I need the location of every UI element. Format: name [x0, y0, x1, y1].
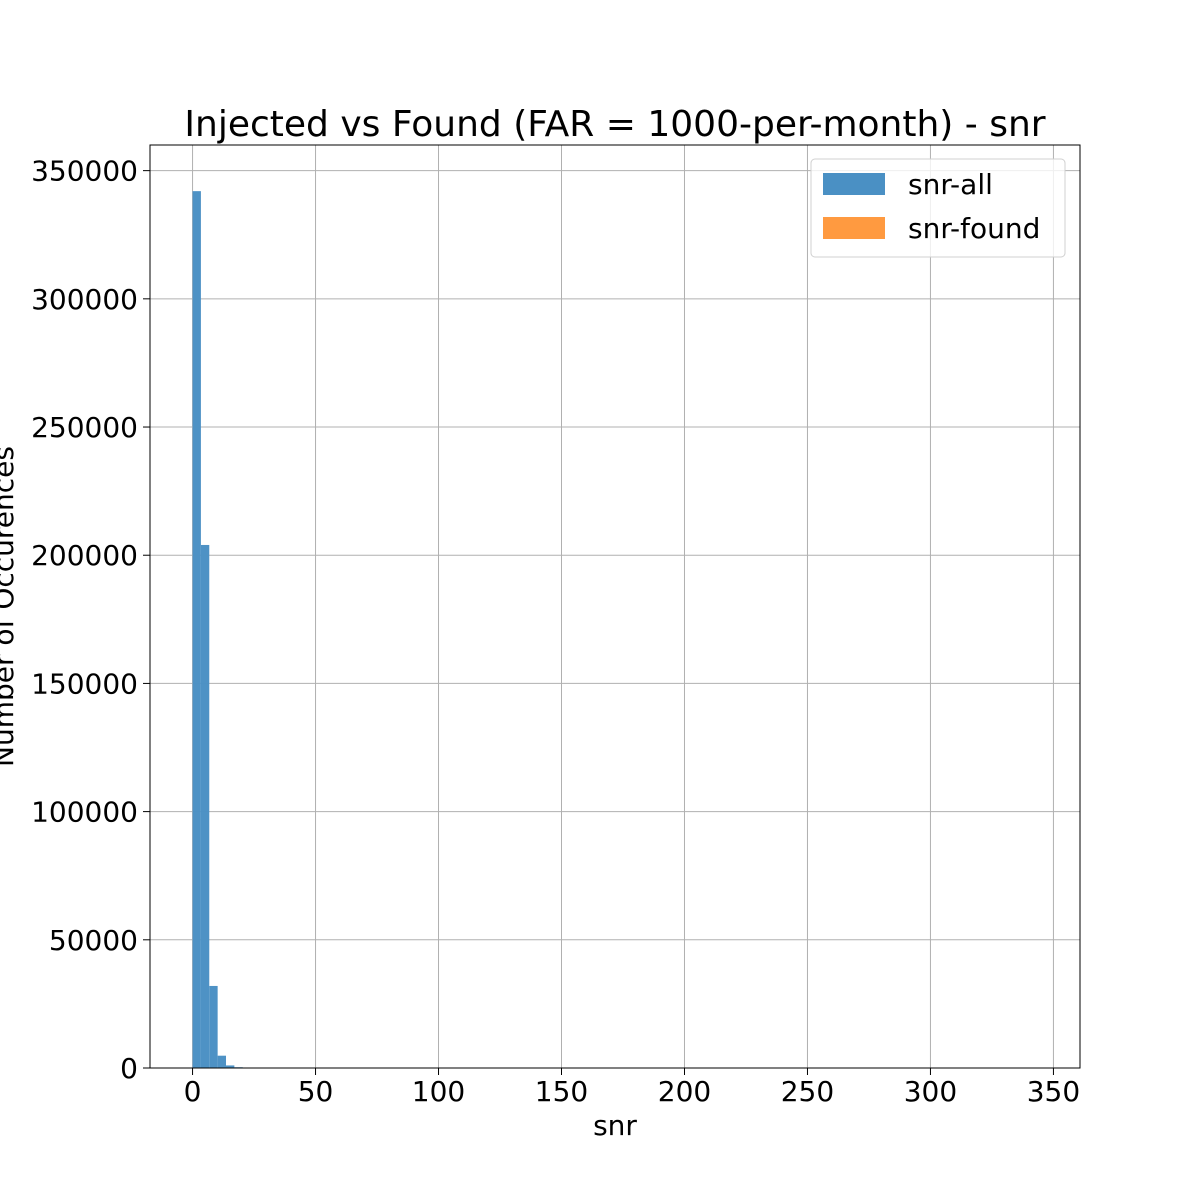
legend-label-snr-all: snr-all	[908, 168, 993, 201]
bar-snr-all	[217, 1055, 227, 1068]
histogram-bars	[192, 191, 252, 1068]
y-tick-label: 350000	[31, 155, 138, 188]
chart-title: Injected vs Found (FAR = 1000-per-month)…	[184, 104, 1045, 145]
y-tick-label: 250000	[31, 411, 138, 444]
y-tick-label: 50000	[49, 924, 138, 957]
x-tick-label: 150	[535, 1075, 588, 1108]
plot-frame	[149, 144, 1081, 1069]
x-tick-label: 350	[1027, 1075, 1080, 1108]
x-axis-title: snr	[593, 1109, 637, 1142]
y-tick-label: 300000	[31, 283, 138, 316]
x-tick-label: 250	[781, 1075, 834, 1108]
y-tick-label: 150000	[31, 667, 138, 700]
x-tick-label: 300	[904, 1075, 957, 1108]
grid-lines	[150, 145, 1080, 1069]
legend-label-snr-found: snr-found	[908, 212, 1040, 245]
bar-snr-all	[209, 985, 218, 1068]
legend-swatch-snr-all	[823, 173, 885, 195]
bar-snr-all	[192, 191, 201, 1068]
x-tick-label: 200	[658, 1075, 711, 1108]
x-tick-label: 50	[298, 1075, 334, 1108]
bar-snr-all	[226, 1065, 235, 1068]
axis-ticks: 0 50 100 150 200 250 300 350 0 50000 100000 150000 2…	[31, 155, 1080, 1108]
y-axis-title: Number of Occurences	[0, 446, 20, 767]
bar-snr-all	[200, 544, 210, 1068]
y-tick-label: 100000	[31, 796, 138, 829]
y-tick-label: 200000	[31, 539, 138, 572]
legend: snr-all snr-found	[810, 158, 1066, 258]
legend-swatch-snr-found	[823, 217, 885, 239]
x-tick-label: 100	[412, 1075, 465, 1108]
y-tick-label: 0	[120, 1052, 138, 1085]
x-tick-label: 0	[184, 1075, 202, 1108]
